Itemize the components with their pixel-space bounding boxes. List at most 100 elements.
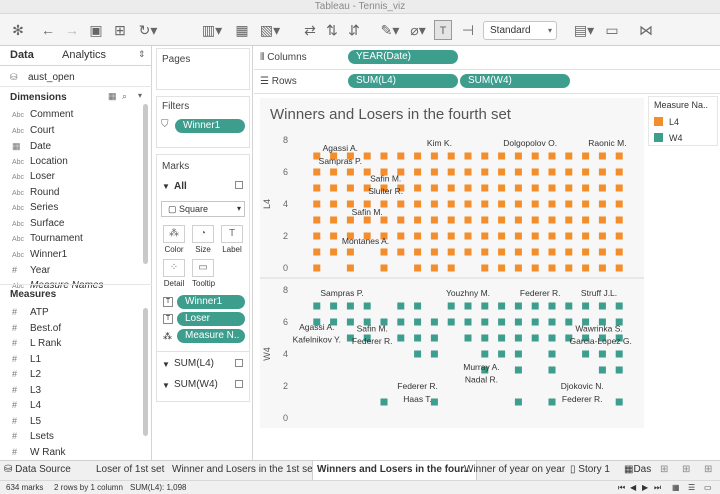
filters-card[interactable]: Filters ⛉ Winner1	[156, 96, 250, 148]
data-mark-l4[interactable]	[481, 168, 489, 176]
data-mark-l4[interactable]	[313, 184, 321, 192]
data-mark-l4[interactable]	[531, 152, 539, 160]
data-mark-l4[interactable]	[481, 264, 489, 272]
marks-all-checkbox[interactable]	[235, 181, 243, 189]
color-button[interactable]: ⁂ Color	[163, 225, 185, 254]
data-mark-l4[interactable]	[565, 264, 573, 272]
data-mark-l4[interactable]	[498, 264, 506, 272]
data-mark-w4[interactable]	[447, 302, 455, 310]
data-mark-w4[interactable]	[514, 350, 522, 358]
data-mark-l4[interactable]	[414, 264, 422, 272]
tab-analytics[interactable]: Analytics	[62, 49, 107, 61]
data-mark-l4[interactable]	[430, 232, 438, 240]
data-mark-w4[interactable]	[582, 318, 590, 326]
marks-pill-winner1[interactable]: Winner1	[177, 295, 245, 309]
data-mark-l4[interactable]	[447, 152, 455, 160]
data-mark-l4[interactable]	[498, 200, 506, 208]
data-mark-l4[interactable]	[313, 200, 321, 208]
data-mark-l4[interactable]	[414, 152, 422, 160]
data-mark-l4[interactable]	[346, 216, 354, 224]
data-mark-w4[interactable]	[397, 302, 405, 310]
data-mark-w4[interactable]	[565, 302, 573, 310]
data-mark-l4[interactable]	[397, 168, 405, 176]
datasource-item[interactable]: ⛁ aust_open	[10, 70, 75, 84]
data-mark-l4[interactable]	[380, 200, 388, 208]
data-mark-w4[interactable]	[615, 350, 623, 358]
data-mark-l4[interactable]	[531, 200, 539, 208]
data-mark-l4[interactable]	[615, 184, 623, 192]
data-mark-l4[interactable]	[447, 184, 455, 192]
data-mark-l4[interactable]	[380, 232, 388, 240]
data-mark-l4[interactable]	[464, 152, 472, 160]
marks-sum-w4[interactable]: SUM(W4)	[174, 379, 218, 390]
data-mark-l4[interactable]	[498, 152, 506, 160]
data-mark-l4[interactable]	[330, 152, 338, 160]
data-mark-l4[interactable]	[397, 232, 405, 240]
data-mark-l4[interactable]	[565, 200, 573, 208]
new-sheet-icon[interactable]: ▥▾	[201, 22, 223, 38]
dimension-item[interactable]: Abc Comment	[12, 108, 73, 122]
data-mark-w4[interactable]	[548, 366, 556, 374]
data-mark-l4[interactable]	[514, 232, 522, 240]
data-mark-w4[interactable]	[430, 350, 438, 358]
data-mark-l4[interactable]	[330, 168, 338, 176]
data-mark-l4[interactable]	[447, 216, 455, 224]
refresh-icon[interactable]: ↻▾	[138, 22, 158, 38]
save-icon[interactable]: ▣	[89, 22, 103, 38]
tab-data-source[interactable]: ⛁ Data Source	[4, 464, 71, 475]
data-mark-l4[interactable]	[380, 216, 388, 224]
data-mark-w4[interactable]	[414, 334, 422, 342]
data-mark-l4[interactable]	[548, 216, 556, 224]
data-mark-w4[interactable]	[313, 318, 321, 326]
data-mark-l4[interactable]	[531, 264, 539, 272]
data-mark-l4[interactable]	[380, 168, 388, 176]
data-mark-w4[interactable]	[598, 350, 606, 358]
data-mark-w4[interactable]	[548, 398, 556, 406]
data-mark-w4[interactable]	[582, 334, 590, 342]
data-mark-l4[interactable]	[464, 216, 472, 224]
data-mark-l4[interactable]	[582, 232, 590, 240]
data-mark-w4[interactable]	[514, 318, 522, 326]
data-mark-l4[interactable]	[481, 200, 489, 208]
menu-chevron-icon[interactable]: ▾	[138, 91, 143, 100]
data-mark-w4[interactable]	[430, 398, 438, 406]
tab-winners-losers-fourth[interactable]: Winners and Losers in the four...	[312, 461, 477, 481]
measure-item[interactable]: # ATP	[12, 305, 49, 319]
data-mark-w4[interactable]	[582, 350, 590, 358]
data-mark-l4[interactable]	[615, 264, 623, 272]
data-mark-l4[interactable]	[363, 152, 371, 160]
marks-pill-measure-names[interactable]: Measure N..	[177, 329, 245, 343]
data-mark-l4[interactable]	[565, 248, 573, 256]
grid-view-icon[interactable]: ▦	[672, 483, 680, 492]
data-mark-l4[interactable]	[397, 248, 405, 256]
marks-w4-checkbox[interactable]	[235, 380, 243, 388]
new-dashboard-icon[interactable]: ⊞	[682, 464, 691, 475]
data-mark-l4[interactable]	[330, 216, 338, 224]
swap-icon[interactable]: ⇄	[304, 22, 316, 38]
data-mark-l4[interactable]	[514, 264, 522, 272]
data-mark-l4[interactable]	[565, 152, 573, 160]
tab-loser-1st-set[interactable]: Loser of 1st set	[96, 464, 165, 475]
data-mark-l4[interactable]	[548, 152, 556, 160]
show-labels-icon[interactable]: T	[434, 20, 452, 40]
measure-item[interactable]: # L3	[12, 383, 41, 397]
prev-page-icon[interactable]: ◀	[630, 483, 637, 492]
share-icon[interactable]: ⋈	[639, 22, 653, 38]
data-mark-w4[interactable]	[514, 302, 522, 310]
data-mark-w4[interactable]	[565, 334, 573, 342]
data-mark-w4[interactable]	[397, 318, 405, 326]
data-mark-l4[interactable]	[414, 232, 422, 240]
data-mark-l4[interactable]	[481, 216, 489, 224]
data-mark-l4[interactable]	[380, 264, 388, 272]
data-mark-w4[interactable]	[598, 366, 606, 374]
data-mark-w4[interactable]	[548, 334, 556, 342]
data-mark-l4[interactable]	[330, 200, 338, 208]
data-mark-w4[interactable]	[531, 334, 539, 342]
dimension-item[interactable]: Abc Tournament	[12, 232, 83, 246]
data-mark-l4[interactable]	[615, 216, 623, 224]
fix-axes-icon[interactable]: ⊣	[461, 22, 475, 38]
data-mark-l4[interactable]	[498, 168, 506, 176]
data-mark-w4[interactable]	[615, 334, 623, 342]
back-icon[interactable]: ←	[41, 22, 55, 38]
data-mark-l4[interactable]	[615, 232, 623, 240]
